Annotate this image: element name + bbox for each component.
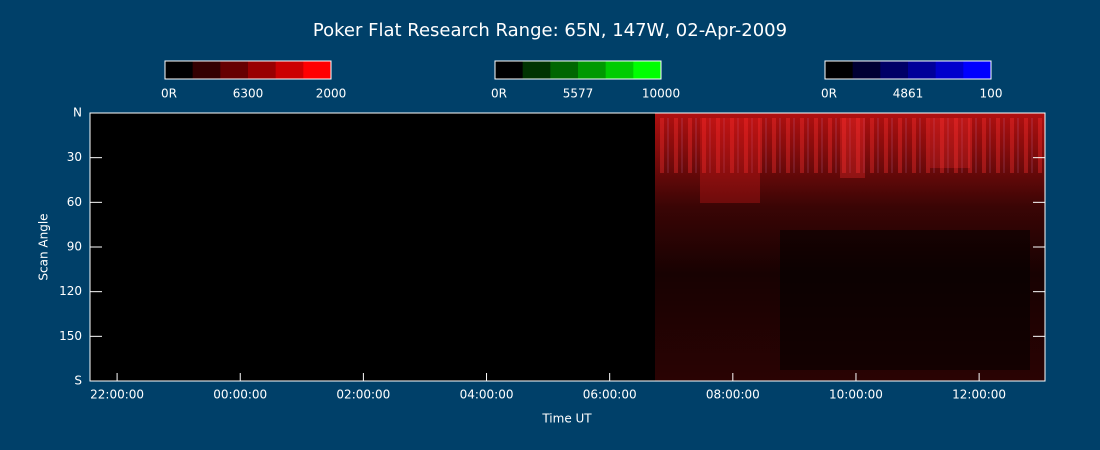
- x-tick-label: 22:00:00: [90, 388, 144, 402]
- colorbar-max: 100: [980, 87, 1003, 101]
- colorbar-name: 5577: [563, 87, 594, 101]
- keogram-image: [90, 113, 1045, 381]
- colorbar-min: 0R: [821, 87, 837, 101]
- colorbar-segment: [908, 61, 937, 79]
- y-tick-label: 120: [59, 284, 82, 298]
- x-axis-label: Time UT: [541, 412, 592, 426]
- y-tick-label: 30: [67, 150, 82, 164]
- colorbar-segment: [522, 61, 551, 79]
- y-axis-label: Scan Angle: [37, 213, 51, 280]
- x-tick-label: 00:00:00: [213, 388, 267, 402]
- x-tick-label: 08:00:00: [706, 388, 760, 402]
- y-tick-label: N: [73, 106, 82, 120]
- chart-title: Poker Flat Research Range: 65N, 147W, 02…: [313, 20, 787, 41]
- colorbar-segment: [963, 61, 992, 79]
- colorbar-segment: [550, 61, 579, 79]
- colorbar-segment: [495, 61, 524, 79]
- colorbar-segment: [633, 61, 662, 79]
- colorbar-name: 4861: [893, 87, 924, 101]
- x-tick-label: 02:00:00: [336, 388, 390, 402]
- y-tick-label: 60: [67, 195, 82, 209]
- colorbar-min: 0R: [491, 87, 507, 101]
- colorbar-segment: [248, 61, 277, 79]
- colorbar-min: 0R: [161, 87, 177, 101]
- colorbar-max: 2000: [316, 87, 347, 101]
- colorbar-segment: [852, 61, 881, 79]
- x-tick-label: 10:00:00: [829, 388, 883, 402]
- colorbar-segment: [192, 61, 221, 79]
- colorbar-segment: [578, 61, 607, 79]
- y-tick-label: S: [74, 374, 82, 388]
- colorbar-frame: [164, 60, 332, 80]
- x-tick-label: 04:00:00: [460, 388, 514, 402]
- colorbar-frame: [824, 60, 992, 80]
- colorbar-segment: [935, 61, 964, 79]
- y-tick-label: 90: [67, 240, 82, 254]
- colorbar-frame: [494, 60, 662, 80]
- colorbar-segment: [880, 61, 909, 79]
- colorbar-name: 6300: [233, 87, 264, 101]
- colorbar-segment: [303, 61, 332, 79]
- colorbar-segment: [825, 61, 854, 79]
- colorbar-segment: [165, 61, 194, 79]
- colorbar-segment: [605, 61, 634, 79]
- y-tick-label: 150: [59, 329, 82, 343]
- colorbar-segment: [220, 61, 249, 79]
- x-tick-label: 06:00:00: [583, 388, 637, 402]
- x-tick-label: 12:00:00: [952, 388, 1006, 402]
- colorbar-segment: [275, 61, 304, 79]
- colorbar-max: 10000: [642, 87, 680, 101]
